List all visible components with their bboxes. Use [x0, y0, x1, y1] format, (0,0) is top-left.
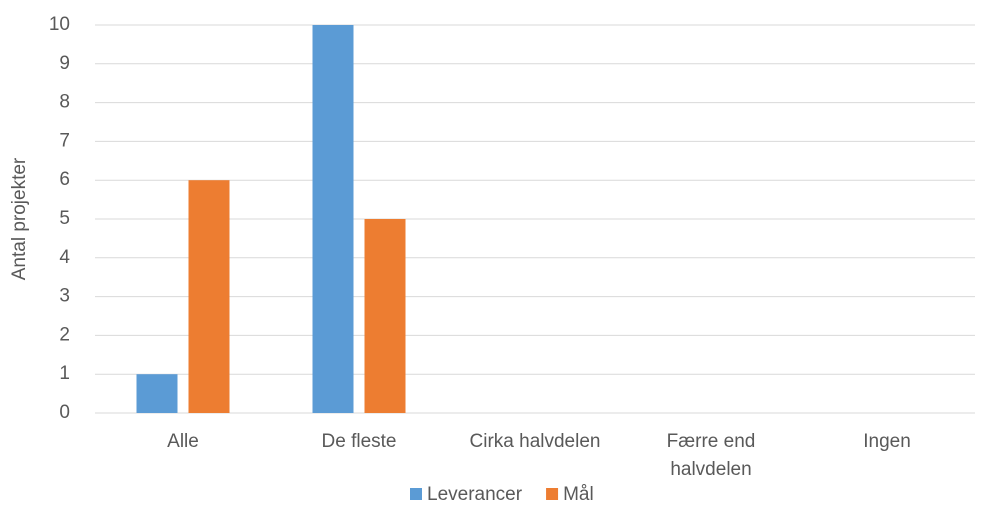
x-tick-label: Ingen [863, 431, 911, 452]
y-tick-label: 3 [59, 286, 70, 307]
legend-label: Leverancer [427, 484, 523, 505]
bar [136, 374, 178, 413]
y-tick-label: 4 [59, 247, 70, 268]
legend-label: Mål [563, 484, 594, 505]
bar [188, 180, 230, 413]
x-tick-label: Cirka halvdelen [469, 431, 601, 452]
x-tick-label: De fleste [321, 431, 397, 452]
y-tick-label: 1 [59, 363, 70, 384]
y-tick-label: 0 [59, 402, 70, 423]
y-tick-label: 9 [59, 53, 70, 74]
y-tick-label: 6 [59, 169, 70, 190]
legend-swatch [410, 488, 422, 500]
legend-swatch [546, 488, 559, 500]
y-tick-label: 8 [59, 92, 70, 113]
bar [312, 25, 354, 413]
y-tick-label: 7 [59, 130, 70, 151]
y-tick-label: 2 [59, 324, 70, 345]
x-tick-label: Alle [167, 431, 199, 452]
y-tick-label: 5 [59, 208, 70, 229]
y-tick-label: 10 [49, 14, 70, 35]
x-tick-label: Færre end halvdelen [666, 431, 756, 480]
y-axis-label: Antal projekter [9, 157, 30, 280]
bar [364, 219, 406, 413]
